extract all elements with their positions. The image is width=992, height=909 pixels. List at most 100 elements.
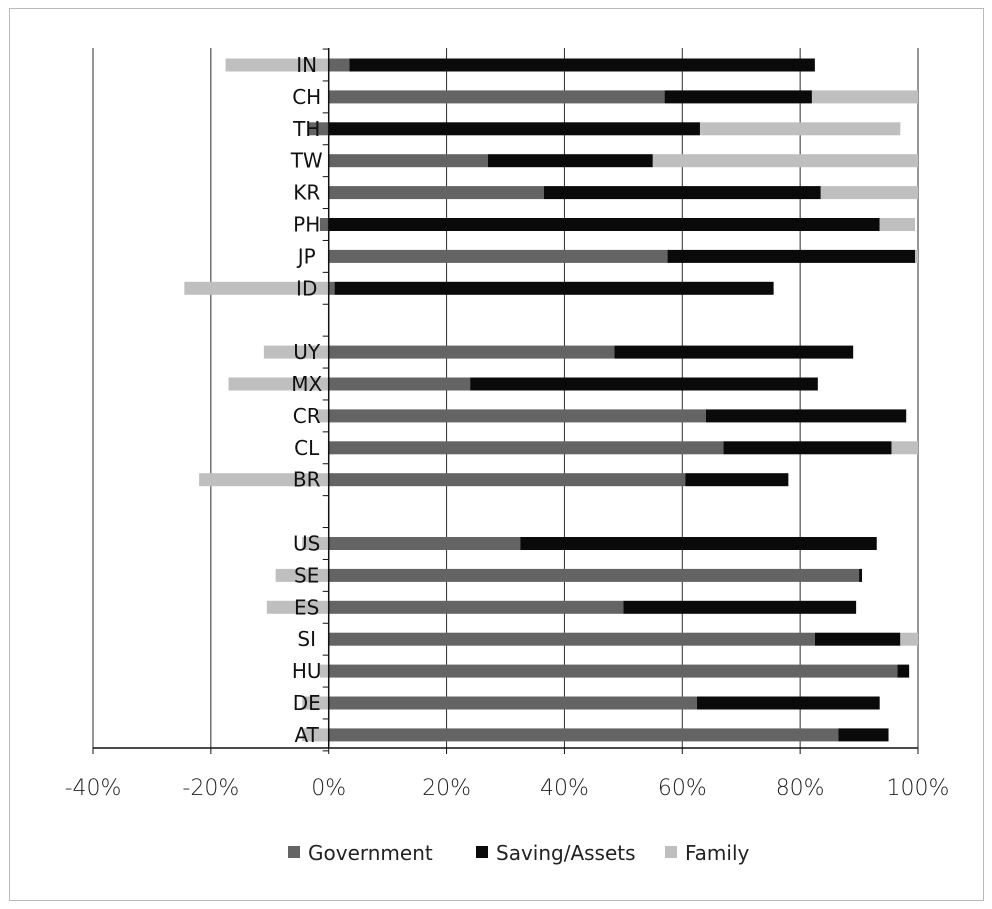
bar-KR-saving-assets xyxy=(543,186,821,200)
category-label: AT xyxy=(295,723,320,747)
category-label: CL xyxy=(294,436,320,460)
category-label: IN xyxy=(296,53,317,77)
category-label: KR xyxy=(293,181,320,205)
legend-swatch-0 xyxy=(288,846,300,858)
bar-BR-family xyxy=(199,473,329,487)
bar-JP-government xyxy=(328,249,668,263)
category-label: PH xyxy=(293,213,320,237)
legend-label: Government xyxy=(308,841,433,865)
bar-JP-saving-assets xyxy=(667,249,916,263)
bar-CH-government xyxy=(328,90,665,104)
x-tick-label: 60% xyxy=(658,776,707,801)
bar-DE-government xyxy=(328,696,698,710)
bar-ES-government xyxy=(328,600,624,614)
x-tick-label: 40% xyxy=(540,776,589,801)
legend-swatch-2 xyxy=(665,846,677,858)
bar-CR-saving-assets xyxy=(705,409,907,423)
bar-CL-family xyxy=(891,441,918,455)
category-label: TW xyxy=(290,149,323,173)
x-tick-label: -20% xyxy=(182,776,239,801)
bar-AT-government xyxy=(328,728,839,742)
legend-swatch-1 xyxy=(476,846,488,858)
category-label: JP xyxy=(296,244,316,268)
category-labels: IN CH TH TW KR PH JP ID UY MX CR CL BR US SE ES SI HU DE AT xyxy=(290,53,323,747)
bar-TW-saving-assets xyxy=(487,154,653,168)
category-label: HU xyxy=(292,659,322,683)
legend-label: Saving/Assets xyxy=(496,841,636,865)
bar-UY-saving-assets xyxy=(614,345,854,359)
bar-IN-government xyxy=(328,58,350,72)
bar-TH-saving-assets xyxy=(328,122,700,136)
category-label: ES xyxy=(294,595,319,619)
bar-BR-saving-assets xyxy=(685,473,789,487)
bar-SI-family xyxy=(900,632,918,646)
bar-IN-saving-assets xyxy=(349,58,815,72)
bar-PH-family xyxy=(879,218,916,231)
bar-SE-family xyxy=(275,568,329,582)
x-tick-label: 20% xyxy=(422,776,471,801)
bar-HU-family xyxy=(319,664,329,678)
legend: Government Saving/Assets Family xyxy=(288,841,750,865)
category-label: MX xyxy=(291,372,322,396)
bar-TH-government xyxy=(308,122,329,136)
bar-TW-government xyxy=(328,154,488,168)
bars xyxy=(184,58,918,742)
legend-label: Family xyxy=(685,841,750,865)
bar-CH-saving-assets xyxy=(664,90,812,104)
bar-CH-family xyxy=(811,90,918,104)
bar-US-government xyxy=(328,537,521,550)
category-label: BR xyxy=(293,468,321,492)
category-label: SI xyxy=(297,627,316,651)
bar-PH-saving-assets xyxy=(328,218,880,231)
bar-JP-family xyxy=(915,249,918,263)
bar-DE-family xyxy=(302,696,329,710)
category-label: SE xyxy=(294,563,319,587)
bar-US-family xyxy=(302,537,329,550)
bar-HU-government xyxy=(328,664,898,678)
bar-ID-saving-assets xyxy=(334,281,774,295)
category-label: US xyxy=(293,532,320,556)
bar-ES-family xyxy=(266,600,329,614)
bar-KR-government xyxy=(328,186,544,200)
bar-CR-government xyxy=(328,409,706,423)
bar-UY-government xyxy=(328,345,615,359)
bar-TW-family xyxy=(652,154,918,168)
bar-SI-saving-assets xyxy=(814,632,901,646)
category-label: ID xyxy=(296,276,317,300)
bar-DE-saving-assets xyxy=(697,696,880,710)
bar-CR-family xyxy=(316,409,329,423)
chart-frame xyxy=(9,8,984,901)
bar-PH-government xyxy=(319,218,329,231)
bar-AT-family xyxy=(302,728,329,742)
x-tick-labels: -40% -20% 0% 20% 40% 60% 80% 100% xyxy=(65,776,950,801)
bar-MX-saving-assets xyxy=(470,377,818,391)
bar-CL-saving-assets xyxy=(723,441,892,455)
category-label: CH xyxy=(292,85,321,109)
bar-AT-saving-assets xyxy=(838,728,889,742)
bar-SI-government xyxy=(328,632,815,646)
x-tick-label: 80% xyxy=(776,776,825,801)
x-tick-label: -40% xyxy=(65,776,122,801)
bar-IN-family xyxy=(225,58,329,72)
bar-ID-family xyxy=(184,281,329,295)
bar-BR-government xyxy=(328,473,686,487)
category-label: CR xyxy=(293,404,321,428)
bar-HU-saving-assets xyxy=(897,664,910,678)
category-label: UY xyxy=(293,340,321,364)
bar-SE-government xyxy=(328,568,860,582)
x-tick-label: 100% xyxy=(887,776,950,801)
bar-ID-government xyxy=(328,281,335,295)
bar-TH-family xyxy=(699,122,901,136)
category-label: TH xyxy=(292,117,320,141)
axes xyxy=(92,48,919,754)
x-tick-label: 0% xyxy=(311,776,346,801)
bar-UY-family xyxy=(263,345,329,359)
bar-KR-family xyxy=(820,186,918,200)
category-label: DE xyxy=(293,691,321,715)
bar-US-saving-assets xyxy=(520,537,877,550)
bar-CL-government xyxy=(328,441,724,455)
bar-ES-saving-assets xyxy=(623,600,857,614)
bar-MX-family xyxy=(228,377,329,391)
bar-SE-saving-assets xyxy=(859,568,863,582)
